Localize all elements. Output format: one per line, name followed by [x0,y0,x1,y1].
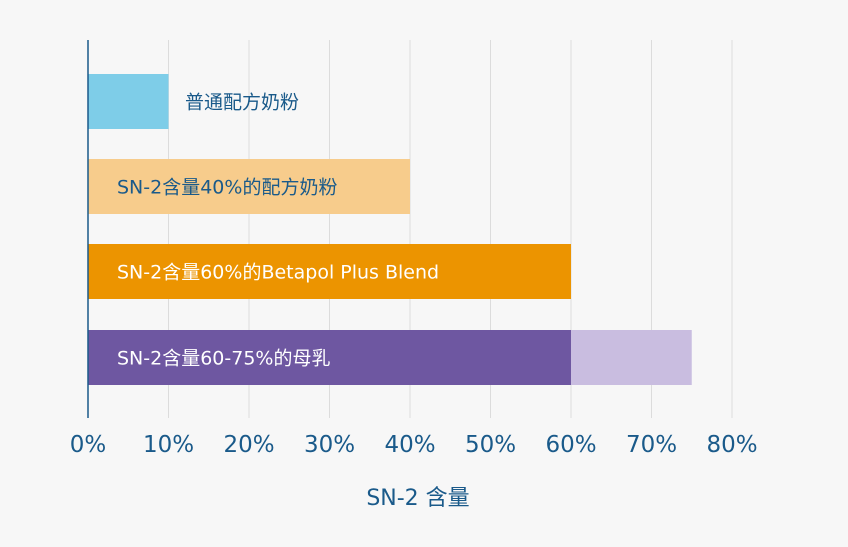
bar-label: SN-2含量40%的配方奶粉 [117,177,337,199]
bar [88,74,169,129]
x-tick-label: 20% [223,432,274,458]
x-axis-label: SN-2 含量 [366,486,469,511]
x-tick-labels: 0% 10% 20% 30% 40% 50% 60% 70% 80% [70,432,758,458]
bar-extension [571,330,692,385]
x-tick-label: 80% [706,432,757,458]
x-tick-label: 70% [626,432,677,458]
x-tick-label: 10% [143,432,194,458]
bars [88,74,692,385]
x-tick-label: 40% [384,432,435,458]
bar-label: 普通配方奶粉 [185,92,299,114]
bar [88,159,410,214]
bar-label: SN-2含量60%的Betapol Plus Blend [117,262,439,284]
bar-labels: 普通配方奶粉 SN-2含量40%的配方奶粉 SN-2含量60%的Betapol Pl… [117,92,439,370]
x-tick-label: 30% [304,432,355,458]
bar [88,330,571,385]
bar-label: SN-2含量60-75%的母乳 [117,348,330,370]
x-tick-label: 50% [465,432,516,458]
x-tick-label: 0% [70,432,107,458]
x-tick-label: 60% [545,432,596,458]
bar [88,244,571,299]
grid-lines [168,40,733,418]
